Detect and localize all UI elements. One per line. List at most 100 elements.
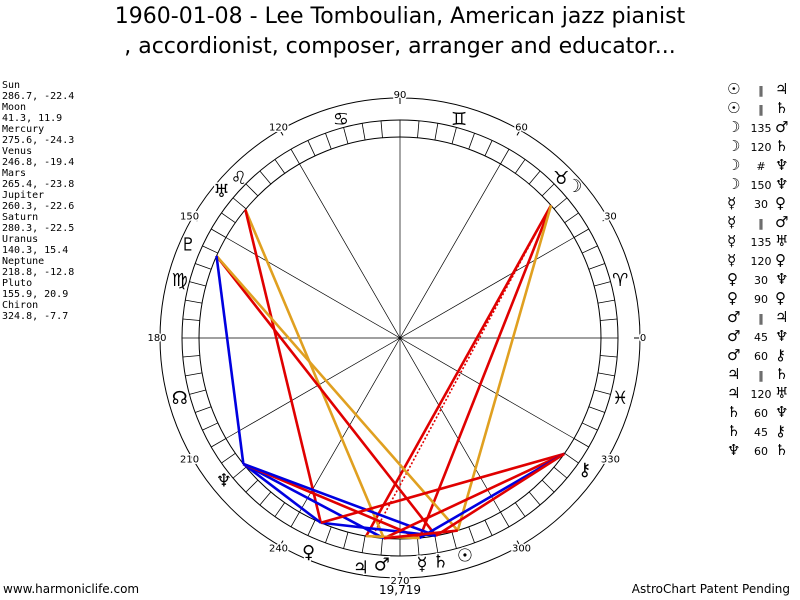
aspect-planet-1-glyph: ☿	[727, 194, 737, 212]
aspect-planet-2-glyph: ⚷	[775, 346, 786, 364]
degree-tick	[514, 159, 526, 174]
planet-position-list: Sun 286.7, -22.4 Moon 41.3, 11.9 Mercury 275.…	[2, 80, 74, 322]
aspect-type: ‖	[758, 312, 764, 325]
aspect-line	[242, 462, 322, 524]
major-tick	[279, 129, 284, 136]
aspect-planet-1-glyph: ☉	[727, 99, 741, 117]
degree-tick	[259, 170, 272, 185]
sign-glyph: ♍	[172, 270, 188, 291]
degree-label: 90	[394, 90, 407, 101]
degree-tick	[500, 149, 510, 165]
aspect-type: 120	[750, 141, 772, 154]
chart-title-line-2: , accordionist, composer, arranger and e…	[124, 34, 676, 59]
aspect-planet-2-glyph: ♀	[775, 194, 786, 212]
aspect-row: ☿ 30 ♀	[727, 194, 800, 213]
planet-name-pluto: Pluto	[2, 278, 33, 289]
degree-tick	[245, 479, 259, 493]
degree-tick	[290, 149, 300, 165]
aspect-row: ☽ 150 ♆	[727, 175, 800, 194]
aspect-line	[435, 452, 565, 537]
aspect-planet-2-glyph: ♆	[775, 327, 789, 345]
degree-tick	[380, 120, 383, 138]
sign-glyph: ☊	[172, 388, 188, 409]
website-footer: www.harmoniclife.com	[3, 582, 140, 596]
aspect-row: ☽ 135 ♂	[727, 118, 800, 137]
planet-name-uranus: Uranus	[2, 234, 39, 245]
degree-tick	[245, 183, 259, 197]
aspect-planet-1-glyph: ♃	[727, 384, 741, 402]
aspect-type: 45	[754, 426, 768, 439]
aspect-list: ☉ ‖ ♃ ☉ ‖ ♄ ☽ 135 ♂ ☽ 120 ♄ ☽ # ♆ ☽ 150 ♆ ☿ 30 ♀ ☿ ‖ ♂ ☿ 135 ♅ ☿ 120…	[727, 80, 800, 460]
aspect-row: ♂ 45 ♆	[727, 327, 800, 346]
degree-tick	[221, 452, 236, 464]
chart-title-line-1: 1960-01-08 - Lee Tomboulian, American ja…	[114, 4, 686, 29]
aspect-planet-2-glyph: ♅	[775, 232, 789, 250]
sign-glyph: ♊	[451, 109, 467, 130]
aspect-row: ♄ 45 ⚷	[727, 422, 800, 441]
major-tick	[516, 129, 521, 136]
aspect-line	[320, 452, 565, 524]
sign-glyph: ♌	[231, 168, 247, 189]
aspect-type: 120	[750, 255, 772, 268]
aspect-line	[364, 204, 553, 537]
planet-glyph-sun: ☉	[457, 545, 473, 566]
aspect-line	[215, 255, 437, 537]
aspect-planet-1-glyph: ♆	[727, 441, 741, 459]
planet-glyph-pluto: ♇	[180, 234, 196, 255]
degree-tick	[232, 197, 247, 210]
degree-label: 300	[512, 543, 531, 554]
aspect-row: ♆ 60 ♄	[727, 441, 800, 460]
aspect-row: ♄ 60 ♆	[727, 403, 800, 422]
aspect-line	[418, 204, 553, 539]
degree-tick	[564, 212, 579, 224]
aspect-planet-2-glyph: ♆	[775, 175, 789, 193]
aspect-row: ☿ 120 ♀	[727, 251, 800, 270]
aspect-planet-1-glyph: ♂	[727, 308, 741, 326]
degree-label: 240	[269, 543, 288, 554]
degree-tick	[189, 281, 206, 287]
major-tick	[602, 454, 609, 459]
degree-tick	[325, 133, 332, 150]
aspect-planet-2-glyph: ♆	[775, 403, 789, 421]
aspect-type: ‖	[758, 103, 764, 116]
planet-glyph-mercury: ☿	[417, 554, 428, 575]
aspect-row: ☉ ‖ ♃	[727, 80, 800, 99]
sign-glyph: ♓	[612, 388, 628, 409]
aspect-planet-1-glyph: ♄	[727, 403, 741, 421]
aspect-line	[456, 204, 553, 531]
aspect-type: 60	[754, 407, 768, 420]
degree-tick	[211, 438, 227, 448]
planet-name-sun: Sun	[2, 80, 21, 91]
major-tick	[516, 540, 521, 547]
degree-label: 60	[515, 123, 528, 134]
aspect-planet-1-glyph: ☿	[727, 213, 737, 231]
aspect-row: ☿ ‖ ♂	[727, 213, 800, 232]
degree-label: 30	[604, 212, 617, 223]
degree-tick	[553, 466, 568, 479]
major-tick	[191, 217, 198, 222]
planet-position-chiron: 324.8, -7.7	[2, 311, 69, 322]
aspect-type: 60	[754, 445, 768, 458]
planet-position-uranus: 140.3, 15.4	[2, 245, 69, 256]
degree-tick	[259, 491, 272, 506]
planet-position-mercury: 275.6, -24.3	[2, 135, 75, 146]
planet-position-venus: 246.8, -19.4	[2, 157, 75, 168]
aspect-planet-1-glyph: ☽	[727, 156, 741, 174]
planet-glyph-moon: ☽	[566, 176, 582, 197]
aspect-row: ♂ ‖ ♃	[727, 308, 800, 327]
planet-position-sun: 286.7, -22.4	[2, 91, 75, 102]
major-tick	[602, 217, 609, 222]
degree-tick	[594, 281, 611, 287]
aspect-planet-1-glyph: ♀	[727, 270, 738, 288]
aspect-type: ‖	[758, 369, 764, 382]
planet-glyph-mars: ♂	[374, 554, 390, 575]
degree-tick	[600, 355, 618, 358]
sign-glyph: ♉	[553, 168, 569, 189]
aspect-line	[242, 462, 421, 540]
aspect-type: 30	[754, 274, 768, 287]
degree-tick	[307, 519, 316, 536]
aspect-type: ‖	[758, 84, 764, 97]
major-tick	[279, 540, 284, 547]
degree-tick	[588, 406, 605, 413]
